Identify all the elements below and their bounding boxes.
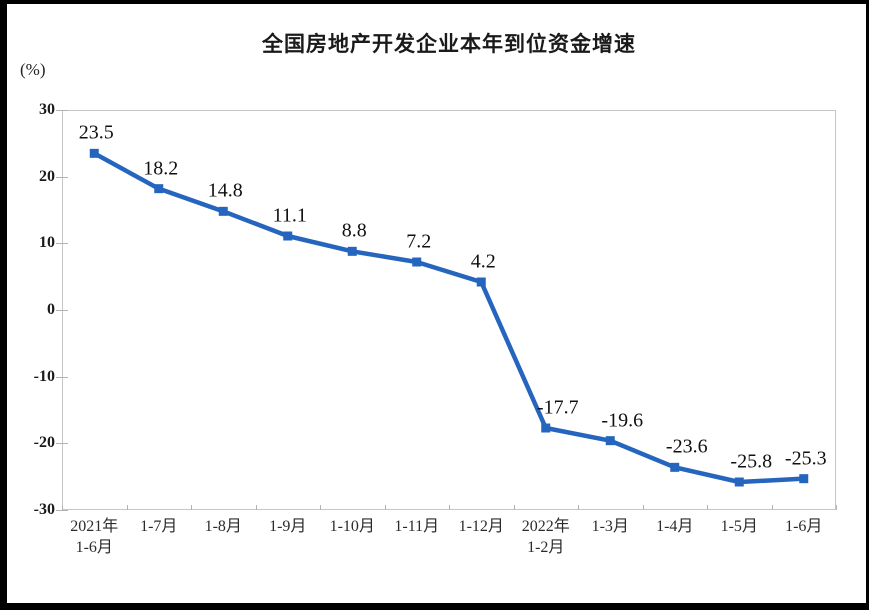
x-tick-mark [771,505,773,510]
x-tick-mark [707,505,708,510]
x-tick-mark [126,505,128,510]
y-tick-mark [56,176,68,178]
line-marker [283,231,293,241]
x-tick-mark [513,505,515,510]
data-label: 7.2 [406,230,432,253]
data-label: 11.1 [272,204,307,227]
y-tick-label: 20 [39,167,55,185]
x-tick-label: 1-10月 [329,518,375,535]
x-tick-mark [449,505,450,510]
x-tick-label: 1-7月 [140,518,178,535]
x-tick-mark [191,505,192,510]
line-marker [89,148,99,158]
line-marker [154,184,164,194]
x-tick-label: 1-6月 [785,518,823,535]
y-tick-label: 10 [39,234,55,252]
y-tick-mark [56,510,68,511]
x-tick-mark [255,505,257,510]
line-marker [605,436,615,446]
line-marker [799,474,809,484]
data-label: 4.2 [470,250,496,273]
y-tick-mark [56,243,68,245]
x-tick-mark [836,505,837,510]
y-tick-mark [56,310,68,311]
x-tick-label: 1-4月 [656,518,694,535]
data-label: -25.8 [730,450,773,473]
y-tick-label: -20 [33,434,55,452]
x-tick-mark [320,505,321,510]
chart-stage: 全国房地产开发企业本年到位资金增速 (%) 30 20 10 0 -10 -20 -30 2… [7,4,866,603]
line-marker [476,277,486,287]
x-tick-mark [642,505,644,510]
x-tick-mark [62,505,63,510]
x-tick-label: 1-3月 [591,518,629,535]
data-label: -17.7 [536,396,579,419]
plot-area [62,110,836,510]
line-marker [670,462,680,472]
data-label: -19.6 [601,409,644,432]
data-label: -25.3 [784,447,827,470]
x-tick-mark [384,505,386,510]
line-marker [218,206,228,216]
chart-title: 全国房地产开发企业本年到位资金增速 [262,33,636,56]
y-tick-label: -10 [33,367,55,385]
data-label: 23.5 [78,121,114,144]
data-label: 8.8 [341,219,367,242]
y-tick-label: 30 [39,101,55,118]
line-marker [347,246,357,256]
y-tick-mark [56,443,68,445]
y-tick-label: 0 [47,301,55,318]
line-series [89,148,809,487]
y-tick-mark [56,110,68,111]
line-marker [734,477,744,487]
data-label: 14.8 [207,179,243,202]
x-tick-label: 2022年 1-2月 [521,518,570,556]
line-marker [412,257,422,267]
data-label: 18.2 [143,157,179,180]
line-marker [541,423,551,433]
x-tick-label: 1-5月 [720,518,758,535]
x-tick-mark [578,505,579,510]
x-tick-label: 1-8月 [204,518,242,535]
y-axis-unit-label: (%) [20,60,46,79]
x-tick-label: 1-11月 [394,518,440,535]
y-tick-label: -30 [33,501,55,518]
x-tick-label: 1-12月 [458,518,504,535]
y-tick-mark [56,376,68,378]
x-tick-label: 1-9月 [269,518,307,535]
series-polyline [92,151,806,485]
x-tick-label: 2021年 1-6月 [70,518,119,556]
data-label: -23.6 [665,435,708,458]
